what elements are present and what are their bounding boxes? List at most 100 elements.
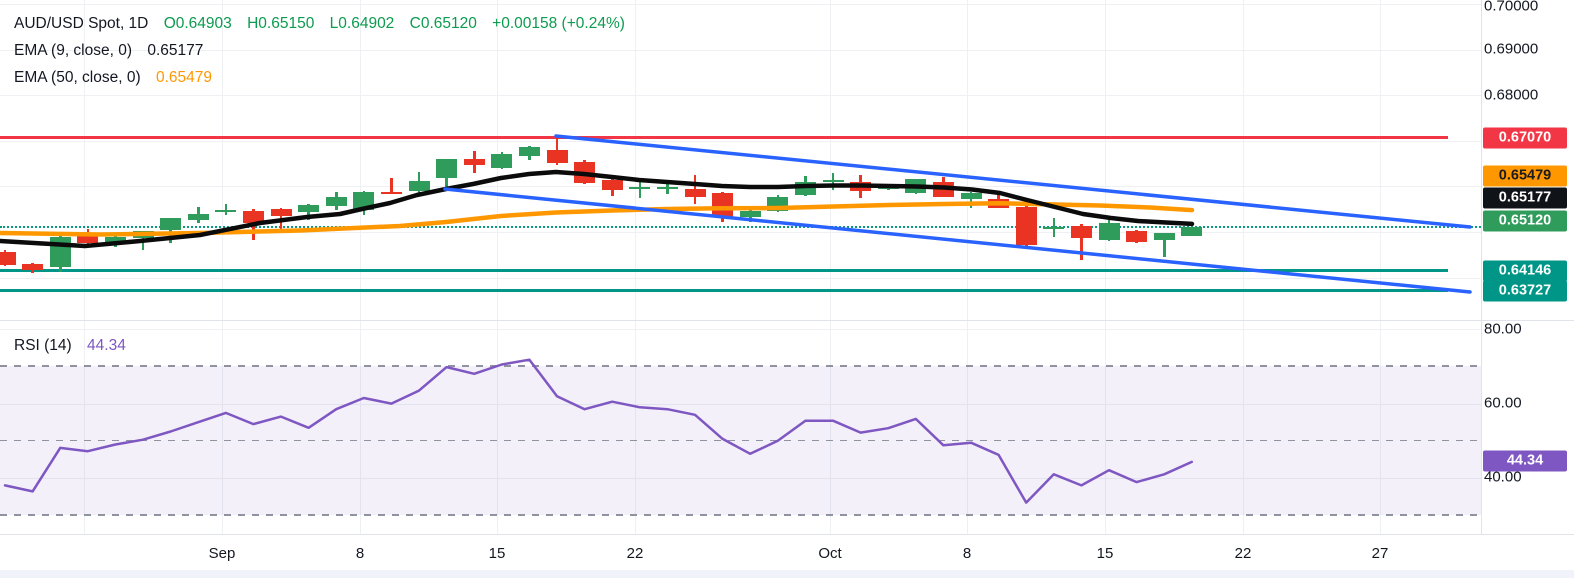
rsi-line[interactable] (3, 358, 1194, 504)
gridline-vertical (1105, 0, 1106, 534)
gridline-vertical (967, 0, 968, 534)
price-axis-label: 0.68000 (1484, 86, 1539, 104)
time-axis-label: 15 (488, 545, 506, 562)
candle-body (298, 205, 320, 212)
gridline-rsi (0, 478, 1481, 479)
rsi-label: RSI (14) (14, 337, 72, 354)
candle-body (22, 264, 44, 270)
candle-body (104, 236, 126, 244)
rsi-legend-row[interactable]: RSI (14) 44.34 (14, 333, 126, 359)
candle-body (160, 218, 182, 230)
ema50-value: 0.65479 (155, 69, 212, 86)
ohlc-open: O0.64903 (163, 15, 232, 32)
gridline-vertical (635, 0, 636, 534)
gridline-price (0, 49, 1481, 51)
candle-body (629, 187, 651, 189)
price-badge: 0.64146 (1483, 260, 1567, 282)
symbol-legend-row[interactable]: AUD/USD Spot, 1D O0.64903 H0.65150 L0.64… (14, 10, 636, 37)
time-strip (0, 570, 1574, 578)
time-axis-label: 22 (1234, 545, 1252, 562)
price-badge: 0.65479 (1483, 165, 1567, 186)
gridline-rsi (0, 329, 1481, 331)
candle-wick (1080, 224, 1083, 260)
candle-wick (1163, 232, 1166, 257)
price-axis-label: 60.00 (1484, 394, 1522, 412)
rsi-level-dashed-line (0, 514, 1481, 516)
price-badge: 0.63727 (1483, 280, 1567, 302)
legend: AUD/USD Spot, 1D O0.64903 H0.65150 L0.64… (14, 10, 636, 91)
close-price-dotted-line (0, 225, 1481, 228)
price-badge: 44.34 (1483, 450, 1567, 472)
trendline-lower[interactable] (443, 187, 1472, 294)
candle-body (1015, 207, 1037, 245)
time-axis-label: 8 (962, 545, 972, 562)
time-axis-label: 27 (1371, 545, 1389, 562)
candle-body (601, 180, 623, 190)
gridline-vertical (830, 0, 831, 534)
candle-body (325, 197, 347, 206)
time-axis-label: 22 (626, 545, 644, 562)
candle-body (822, 180, 844, 183)
ohlc-change: +0.00158 (+0.24%) (492, 15, 625, 32)
ohlc-close: C0.65120 (409, 15, 477, 32)
ema50-label: EMA (50, close, 0) (14, 69, 141, 86)
candle-body (739, 210, 761, 218)
candle-body (546, 150, 568, 164)
gridline-price (0, 3, 1481, 5)
ema9-label: EMA (9, close, 0) (14, 42, 133, 59)
candle-body (187, 214, 209, 220)
candle-body (518, 147, 540, 156)
candle-body (491, 154, 513, 169)
candle-wick (390, 178, 393, 195)
gridline-price (0, 231, 1481, 233)
candle-body (463, 159, 485, 165)
price-axis-label: 40.00 (1484, 468, 1522, 486)
candle-body (242, 210, 264, 224)
candle-body (77, 235, 99, 243)
candle-body (0, 252, 16, 265)
candle-body (380, 192, 402, 194)
candle-wick (969, 192, 973, 209)
candle-body (1153, 233, 1175, 240)
candle-body (215, 209, 237, 212)
candle-body (656, 187, 678, 189)
candle-body (1098, 223, 1120, 240)
gridline-vertical (222, 0, 223, 534)
time-axis-label: 15 (1096, 545, 1114, 562)
candle-body (960, 192, 982, 200)
time-axis-label: 8 (355, 545, 365, 562)
candle-wick (169, 218, 172, 244)
candle-body (712, 193, 734, 218)
gridline-vertical (84, 0, 85, 534)
gridline-vertical (497, 0, 498, 534)
candle-body (684, 189, 706, 197)
candle-wick (307, 204, 310, 220)
price-axis-label: 0.70000 (1484, 0, 1539, 15)
gridline-vertical (360, 0, 361, 534)
rsi-level-dashed-line (0, 365, 1481, 367)
price-scale-border (1481, 0, 1482, 534)
candle-body (1181, 226, 1203, 237)
gridline-vertical (1243, 0, 1244, 534)
candle-body (1070, 226, 1092, 239)
gridline-price (0, 95, 1481, 97)
candle-body (1126, 231, 1148, 242)
candle-body (1043, 226, 1065, 229)
rsi-level-dashed-line (0, 439, 1481, 442)
price-badge: 0.65177 (1483, 187, 1567, 208)
time-axis-label: Oct (818, 545, 842, 562)
ema9-value: 0.65177 (147, 42, 204, 59)
horizontal-price-line (0, 136, 1448, 139)
ema9-line[interactable] (0, 169, 1195, 249)
time-axis-label: Sep (208, 545, 236, 562)
ema50-line[interactable] (0, 201, 1195, 237)
ema9-legend-row[interactable]: EMA (9, close, 0) 0.65177 (14, 37, 636, 64)
candle-body (408, 180, 430, 191)
price-axis-label: 80.00 (1484, 320, 1522, 338)
trendline-upper[interactable] (554, 134, 1472, 229)
gridline-price (0, 277, 1481, 279)
ema50-legend-row[interactable]: EMA (50, close, 0) 0.65479 (14, 64, 636, 91)
